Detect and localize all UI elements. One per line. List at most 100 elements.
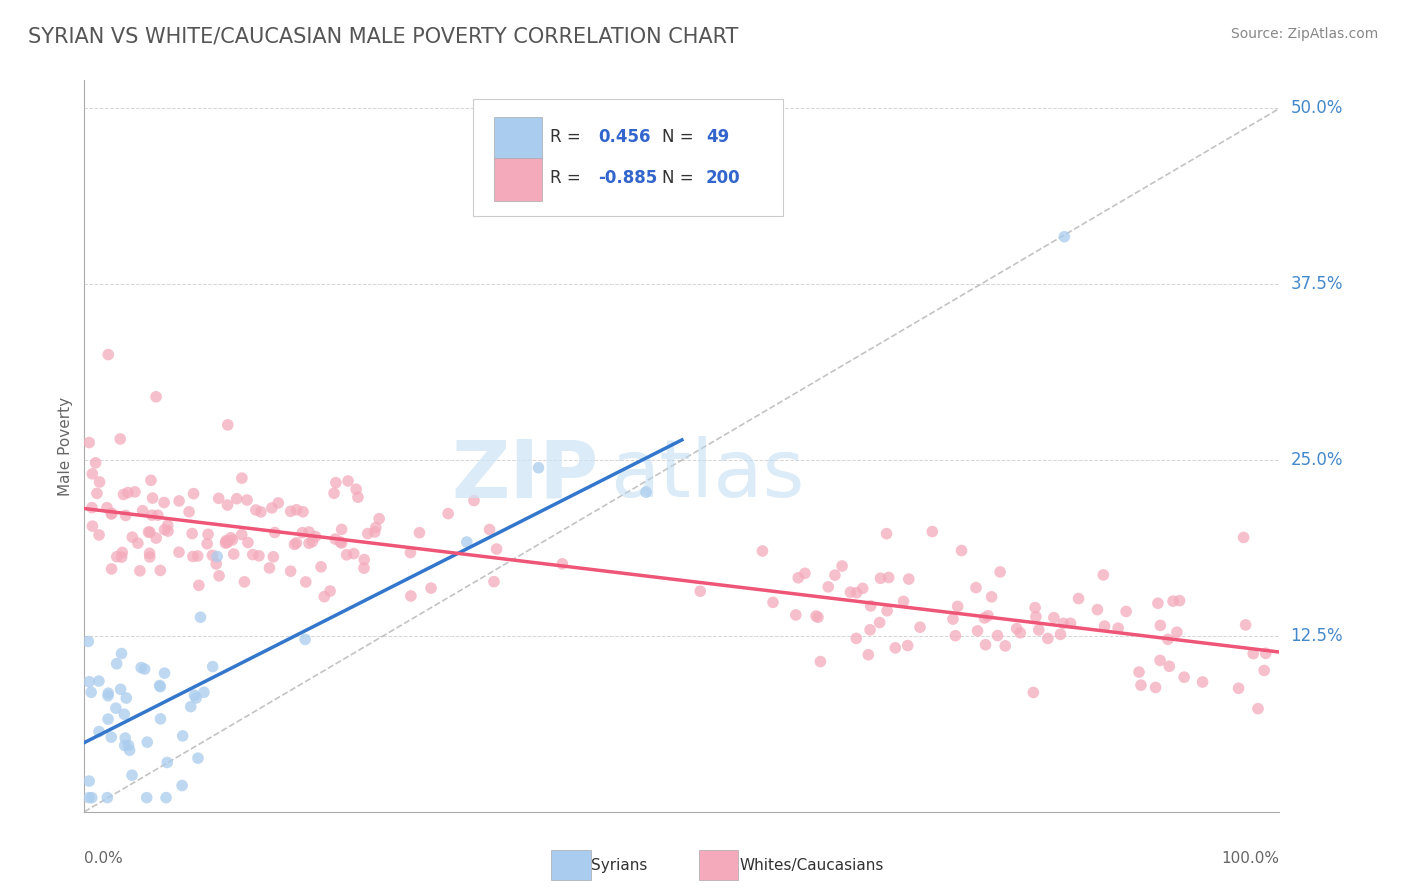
Point xyxy=(141,508,163,523)
Point xyxy=(86,486,108,500)
Point xyxy=(77,774,100,789)
Point xyxy=(115,691,138,706)
Point xyxy=(172,729,194,743)
Point xyxy=(329,535,352,549)
Point xyxy=(897,639,920,653)
Point xyxy=(280,564,302,578)
Point xyxy=(285,502,308,516)
Point xyxy=(156,524,179,538)
Point xyxy=(1043,610,1066,624)
Point xyxy=(100,730,122,744)
Point xyxy=(96,500,118,515)
Point xyxy=(689,584,711,599)
Text: SYRIAN VS WHITE/CAUCASIAN MALE POVERTY CORRELATION CHART: SYRIAN VS WHITE/CAUCASIAN MALE POVERTY C… xyxy=(28,27,738,46)
Point xyxy=(751,544,773,558)
Point xyxy=(876,604,898,618)
Point xyxy=(793,566,815,581)
Text: 0.456: 0.456 xyxy=(599,128,651,146)
Point xyxy=(482,574,505,589)
Point xyxy=(852,582,875,596)
Point xyxy=(1233,530,1256,544)
Point xyxy=(214,536,236,550)
Text: atlas: atlas xyxy=(610,436,804,515)
Point xyxy=(104,701,127,715)
Text: R =: R = xyxy=(551,169,581,187)
Point xyxy=(145,531,167,545)
Point xyxy=(301,534,323,549)
Point xyxy=(807,610,830,624)
Text: 100.0%: 100.0% xyxy=(1222,851,1279,865)
Point xyxy=(135,790,157,805)
Point xyxy=(121,530,143,544)
Point xyxy=(131,504,153,518)
Point xyxy=(186,691,208,706)
Point xyxy=(145,390,167,404)
Point xyxy=(225,491,247,506)
Point xyxy=(884,640,907,655)
Point xyxy=(1144,681,1167,695)
Point xyxy=(1227,681,1250,696)
Point xyxy=(267,496,290,510)
Point xyxy=(156,518,179,533)
Point xyxy=(1115,604,1137,618)
Point xyxy=(217,417,239,432)
Point xyxy=(551,557,574,571)
FancyBboxPatch shape xyxy=(495,159,543,201)
Point xyxy=(877,570,900,584)
Point xyxy=(149,563,172,577)
Point xyxy=(111,550,134,565)
Point xyxy=(153,495,176,509)
Point xyxy=(368,512,391,526)
Point xyxy=(291,525,314,540)
Point xyxy=(80,685,103,699)
Point xyxy=(1052,616,1074,631)
Point xyxy=(82,519,104,533)
Point xyxy=(117,485,139,500)
Point xyxy=(77,435,100,450)
Point xyxy=(787,571,810,585)
Point xyxy=(845,585,868,599)
Point xyxy=(325,475,347,490)
Point xyxy=(839,585,862,599)
Point xyxy=(100,562,122,576)
Point xyxy=(908,620,931,634)
Point xyxy=(1159,659,1181,673)
Point xyxy=(183,486,205,500)
Point xyxy=(283,537,305,551)
Point xyxy=(111,545,134,559)
Point xyxy=(181,526,204,541)
Point xyxy=(1022,685,1045,699)
Point xyxy=(259,561,281,575)
Point xyxy=(1024,600,1046,615)
Point xyxy=(247,549,270,563)
Point xyxy=(762,595,785,609)
Point xyxy=(193,685,215,699)
Text: Source: ZipAtlas.com: Source: ZipAtlas.com xyxy=(1230,27,1378,41)
Point xyxy=(242,548,264,562)
Point xyxy=(343,547,366,561)
Point xyxy=(236,535,259,549)
Point xyxy=(994,639,1017,653)
Point xyxy=(195,537,218,551)
Point xyxy=(1147,596,1170,610)
Point xyxy=(1059,616,1081,631)
Point xyxy=(946,599,969,614)
Point xyxy=(330,522,353,536)
Point xyxy=(82,467,104,481)
Point xyxy=(77,790,100,805)
Text: N =: N = xyxy=(662,128,693,146)
Point xyxy=(149,678,172,692)
Point xyxy=(294,632,316,647)
Point xyxy=(965,581,987,595)
Point xyxy=(149,712,172,726)
Point xyxy=(337,474,360,488)
Point xyxy=(463,493,485,508)
Point xyxy=(127,536,149,550)
Point xyxy=(357,526,380,541)
FancyBboxPatch shape xyxy=(495,118,543,160)
Point xyxy=(869,571,891,585)
Point xyxy=(219,531,242,545)
Point xyxy=(181,549,204,564)
Point xyxy=(187,751,209,765)
Point xyxy=(84,456,107,470)
